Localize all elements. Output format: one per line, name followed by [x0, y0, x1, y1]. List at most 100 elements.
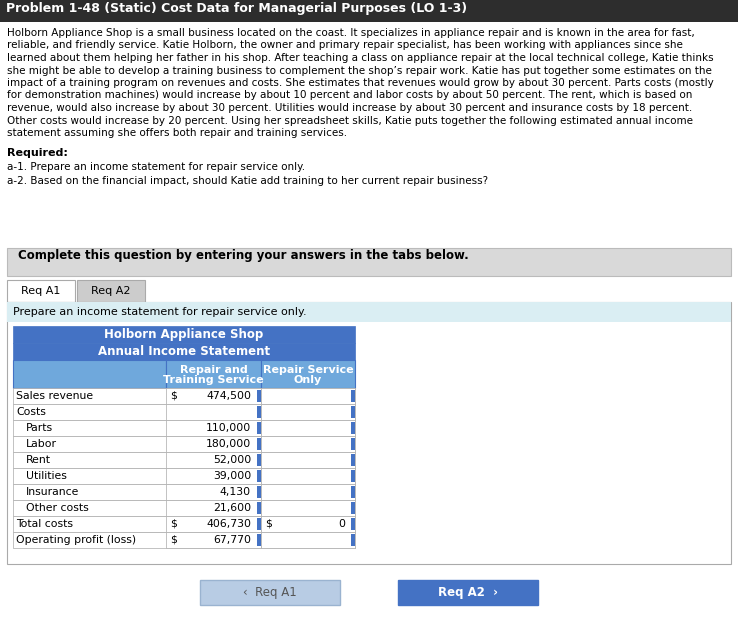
Bar: [398, 580, 538, 605]
Text: 474,500: 474,500: [206, 391, 251, 401]
Bar: [261, 516, 355, 532]
Text: 4,130: 4,130: [220, 487, 251, 497]
Bar: [13, 326, 355, 343]
Text: Other costs would increase by 20 percent. Using her spreadsheet skills, Katie pu: Other costs would increase by 20 percent…: [7, 115, 693, 125]
Text: Req A2: Req A2: [92, 286, 131, 296]
Bar: [257, 470, 261, 482]
Text: impact of a training program on revenues and costs. She estimates that revenues : impact of a training program on revenues…: [7, 78, 714, 88]
Bar: [261, 388, 355, 404]
Bar: [261, 452, 355, 468]
Bar: [261, 404, 355, 420]
Text: Holborn Appliance Shop: Holborn Appliance Shop: [104, 328, 263, 341]
Bar: [166, 360, 261, 388]
Bar: [13, 360, 166, 388]
Bar: [261, 500, 355, 516]
Bar: [351, 486, 355, 498]
Bar: [257, 534, 261, 546]
Bar: [166, 452, 261, 468]
Text: Req A2  ›: Req A2 ›: [438, 586, 498, 599]
Text: Costs: Costs: [16, 407, 46, 417]
Text: Labor: Labor: [26, 439, 57, 449]
Text: Holborn Appliance Shop is a small business located on the coast. It specializes : Holborn Appliance Shop is a small busine…: [7, 28, 694, 38]
Text: 21,600: 21,600: [213, 503, 251, 513]
Text: Required:: Required:: [7, 148, 68, 158]
Text: Only: Only: [294, 375, 322, 385]
Text: revenue, would also increase by about 30 percent. Utilities would increase by ab: revenue, would also increase by about 30…: [7, 103, 692, 113]
Bar: [13, 500, 355, 516]
Bar: [7, 302, 731, 322]
Bar: [351, 390, 355, 402]
Bar: [7, 248, 731, 276]
Bar: [166, 500, 261, 516]
Bar: [7, 280, 75, 302]
Text: a-1. Prepare an income statement for repair service only.: a-1. Prepare an income statement for rep…: [7, 163, 305, 173]
Text: reliable, and friendly service. Katie Holborn, the owner and primary repair spec: reliable, and friendly service. Katie Ho…: [7, 40, 683, 50]
Bar: [257, 502, 261, 514]
Text: Annual Income Statement: Annual Income Statement: [98, 345, 270, 358]
Text: Repair and: Repair and: [179, 365, 247, 375]
Bar: [261, 484, 355, 500]
Bar: [13, 404, 355, 420]
Text: Training Service: Training Service: [163, 375, 263, 385]
Text: Operating profit (loss): Operating profit (loss): [16, 535, 136, 545]
Bar: [351, 438, 355, 450]
Bar: [257, 518, 261, 530]
Bar: [166, 468, 261, 484]
Text: 0: 0: [338, 519, 345, 529]
Text: for demonstration machines) would increase by about 10 percent and labor costs b: for demonstration machines) would increa…: [7, 90, 692, 100]
Bar: [351, 406, 355, 418]
Bar: [166, 420, 261, 436]
Text: a-2. Based on the financial impact, should Katie add training to her current rep: a-2. Based on the financial impact, shou…: [7, 176, 488, 186]
Bar: [257, 486, 261, 498]
Text: 110,000: 110,000: [206, 423, 251, 433]
Bar: [166, 404, 261, 420]
Bar: [351, 454, 355, 466]
Bar: [13, 468, 355, 484]
Text: statement assuming she offers both repair and training services.: statement assuming she offers both repai…: [7, 128, 347, 138]
Bar: [351, 422, 355, 434]
Bar: [0, 0, 738, 22]
Bar: [13, 360, 355, 388]
Bar: [13, 484, 355, 500]
Bar: [257, 454, 261, 466]
Bar: [351, 502, 355, 514]
Bar: [13, 532, 355, 548]
Bar: [261, 532, 355, 548]
Bar: [13, 452, 355, 468]
Text: 52,000: 52,000: [213, 455, 251, 465]
Text: Rent: Rent: [26, 455, 51, 465]
Text: 180,000: 180,000: [206, 439, 251, 449]
Bar: [77, 280, 145, 302]
Bar: [351, 518, 355, 530]
Text: Repair Service: Repair Service: [263, 365, 354, 375]
Text: learned about them helping her father in his shop. After teaching a class on app: learned about them helping her father in…: [7, 53, 714, 63]
Bar: [7, 302, 731, 564]
Text: 39,000: 39,000: [213, 471, 251, 481]
Bar: [257, 390, 261, 402]
Bar: [261, 420, 355, 436]
Text: Insurance: Insurance: [26, 487, 80, 497]
Bar: [13, 516, 355, 532]
Text: Complete this question by entering your answers in the tabs below.: Complete this question by entering your …: [18, 249, 469, 262]
Text: 67,770: 67,770: [213, 535, 251, 545]
Text: $: $: [170, 535, 177, 545]
Text: she might be able to develop a training business to complement the shop’s repair: she might be able to develop a training …: [7, 65, 712, 75]
Text: $: $: [170, 391, 177, 401]
Bar: [257, 406, 261, 418]
Bar: [13, 388, 355, 404]
Bar: [261, 436, 355, 452]
Bar: [13, 436, 355, 452]
Bar: [166, 436, 261, 452]
Text: 406,730: 406,730: [206, 519, 251, 529]
Bar: [261, 360, 355, 388]
Text: Other costs: Other costs: [26, 503, 89, 513]
Bar: [13, 420, 355, 436]
Text: Prepare an income statement for repair service only.: Prepare an income statement for repair s…: [13, 307, 306, 317]
Bar: [200, 580, 340, 605]
Bar: [166, 532, 261, 548]
Text: Sales revenue: Sales revenue: [16, 391, 93, 401]
Bar: [257, 422, 261, 434]
Text: Total costs: Total costs: [16, 519, 73, 529]
Text: $: $: [170, 519, 177, 529]
Bar: [257, 438, 261, 450]
